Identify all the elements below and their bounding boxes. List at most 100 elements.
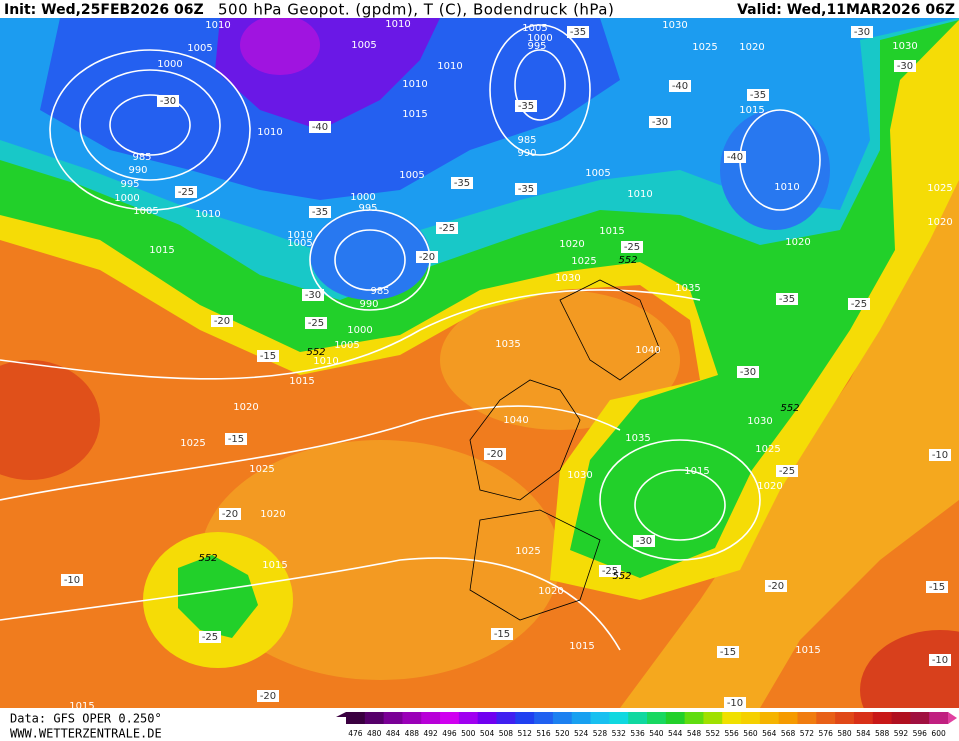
colorbar-swatch <box>496 712 516 724</box>
colorbar-swatch <box>571 712 592 724</box>
temp-label: -10 <box>932 450 948 461</box>
colorbar-swatch <box>816 712 836 724</box>
temp-label: -40 <box>312 122 328 133</box>
isobar-label: 1015 <box>569 641 594 652</box>
colorbar-swatch <box>929 712 949 724</box>
isobar-label: 1010 <box>257 127 282 138</box>
temp-label: -35 <box>750 90 766 101</box>
temp-label-box <box>305 317 327 329</box>
colorbar-swatch <box>910 712 930 724</box>
isobar-label: 990 <box>517 148 536 159</box>
temp-label: -25 <box>624 242 640 253</box>
isobar-label: 1010 <box>313 356 338 367</box>
colorbar-label: 592 <box>894 729 909 738</box>
temp-label-box <box>175 186 197 198</box>
temp-label-box <box>765 580 787 592</box>
temp-label: -25 <box>439 223 455 234</box>
temp-label: -15 <box>260 351 276 362</box>
isobar-label: 1015 <box>795 645 820 656</box>
temp-label: -20 <box>260 691 276 702</box>
temp-label: -35 <box>570 27 586 38</box>
colorbar-label: 512 <box>518 729 533 738</box>
temp-label: -30 <box>652 117 668 128</box>
isobar-label: 1005 <box>399 170 424 181</box>
colorbar-swatch <box>364 712 385 724</box>
height-label: 552 <box>612 571 631 582</box>
colorbar-label: 500 <box>461 729 476 738</box>
temp-label: -25 <box>308 318 324 329</box>
isobar-label: 1020 <box>233 402 258 413</box>
isobar-label: 1015 <box>739 105 764 116</box>
isobar-label: 1015 <box>262 560 287 571</box>
colorbar-label: 548 <box>687 729 702 738</box>
isobar-label: 995 <box>120 179 139 190</box>
isobar-label: 1010 <box>385 19 410 30</box>
temp-label-box <box>894 60 916 72</box>
colorbar-label: 576 <box>819 729 834 738</box>
temp-label: -25 <box>602 566 618 577</box>
isobar-label: 1035 <box>625 433 650 444</box>
temp-label-box <box>851 26 873 38</box>
temp-label: -20 <box>768 581 784 592</box>
colorbar-label: 504 <box>480 729 495 738</box>
isobar-label: 1025 <box>755 444 780 455</box>
temp-label: -15 <box>494 629 510 640</box>
isobar-label: 1010 <box>437 61 462 72</box>
temp-label-box <box>633 535 655 547</box>
colorbar-swatch <box>853 712 874 724</box>
temp-label: -35 <box>454 178 470 189</box>
temp-label-box <box>436 222 458 234</box>
isobar-label: 995 <box>358 203 377 214</box>
temp-label-box <box>257 350 279 362</box>
colorbar-label: 556 <box>724 729 739 738</box>
colorbar-label: 524 <box>574 729 589 738</box>
colorbar-label: 520 <box>555 729 570 738</box>
colorbar-swatch <box>628 712 648 724</box>
green-region <box>178 555 258 638</box>
temp-label-box <box>302 289 324 301</box>
colorbar-label: 564 <box>762 729 777 738</box>
isobar-label: 1010 <box>287 230 312 241</box>
website: WWW.WETTERZENTRALE.DE <box>10 727 162 741</box>
isobar-label: 1000 <box>350 192 375 203</box>
isobar-label: 1025 <box>692 42 717 53</box>
colorbar: 476 480 484 488 492 496 500 504 508 512 516 520 524 5… <box>336 712 957 738</box>
colorbar-swatch <box>741 712 761 724</box>
init-time: Init: Wed,25FEB2026 06Z <box>4 2 204 18</box>
isobar-label: 990 <box>359 299 378 310</box>
temp-label-box <box>257 690 279 702</box>
map-labels: 1010100510001010100510101010101510051000… <box>61 19 953 712</box>
isobar-label: 1020 <box>559 239 584 250</box>
height-label: 552 <box>618 255 637 266</box>
colorbar-swatch <box>703 712 723 724</box>
temp-label-box <box>724 151 746 163</box>
temp-label-box <box>717 646 739 658</box>
temp-label-box <box>157 95 179 107</box>
mild-area <box>200 440 560 680</box>
colorbar-swatch <box>684 712 704 724</box>
isobar-label: 1005 <box>334 340 359 351</box>
isobar-label: 1040 <box>635 345 660 356</box>
temp-label: -30 <box>897 61 913 72</box>
temp-label-box <box>484 448 506 460</box>
colorbar-swatch <box>778 712 798 724</box>
isobar-label: 1020 <box>538 586 563 597</box>
isobar-label: 1025 <box>927 183 952 194</box>
isobar-label: 990 <box>128 165 147 176</box>
colorbar-swatch <box>609 712 629 724</box>
colorbar-swatch <box>534 712 554 724</box>
isobar-label: 1015 <box>69 701 94 712</box>
isobar-label: 1025 <box>515 546 540 557</box>
isobar-label: 1020 <box>757 481 782 492</box>
temp-label-box <box>225 433 247 445</box>
height-label: 552 <box>306 347 325 358</box>
temp-label-box <box>491 628 513 640</box>
colorbar-swatch <box>835 712 855 724</box>
colorbar-label: 572 <box>800 729 815 738</box>
temp-label-box <box>416 251 438 263</box>
colorbar-swatch <box>402 712 422 724</box>
temp-label: -40 <box>672 81 688 92</box>
warm-area <box>0 360 100 480</box>
colorbar-swatch <box>590 712 610 724</box>
